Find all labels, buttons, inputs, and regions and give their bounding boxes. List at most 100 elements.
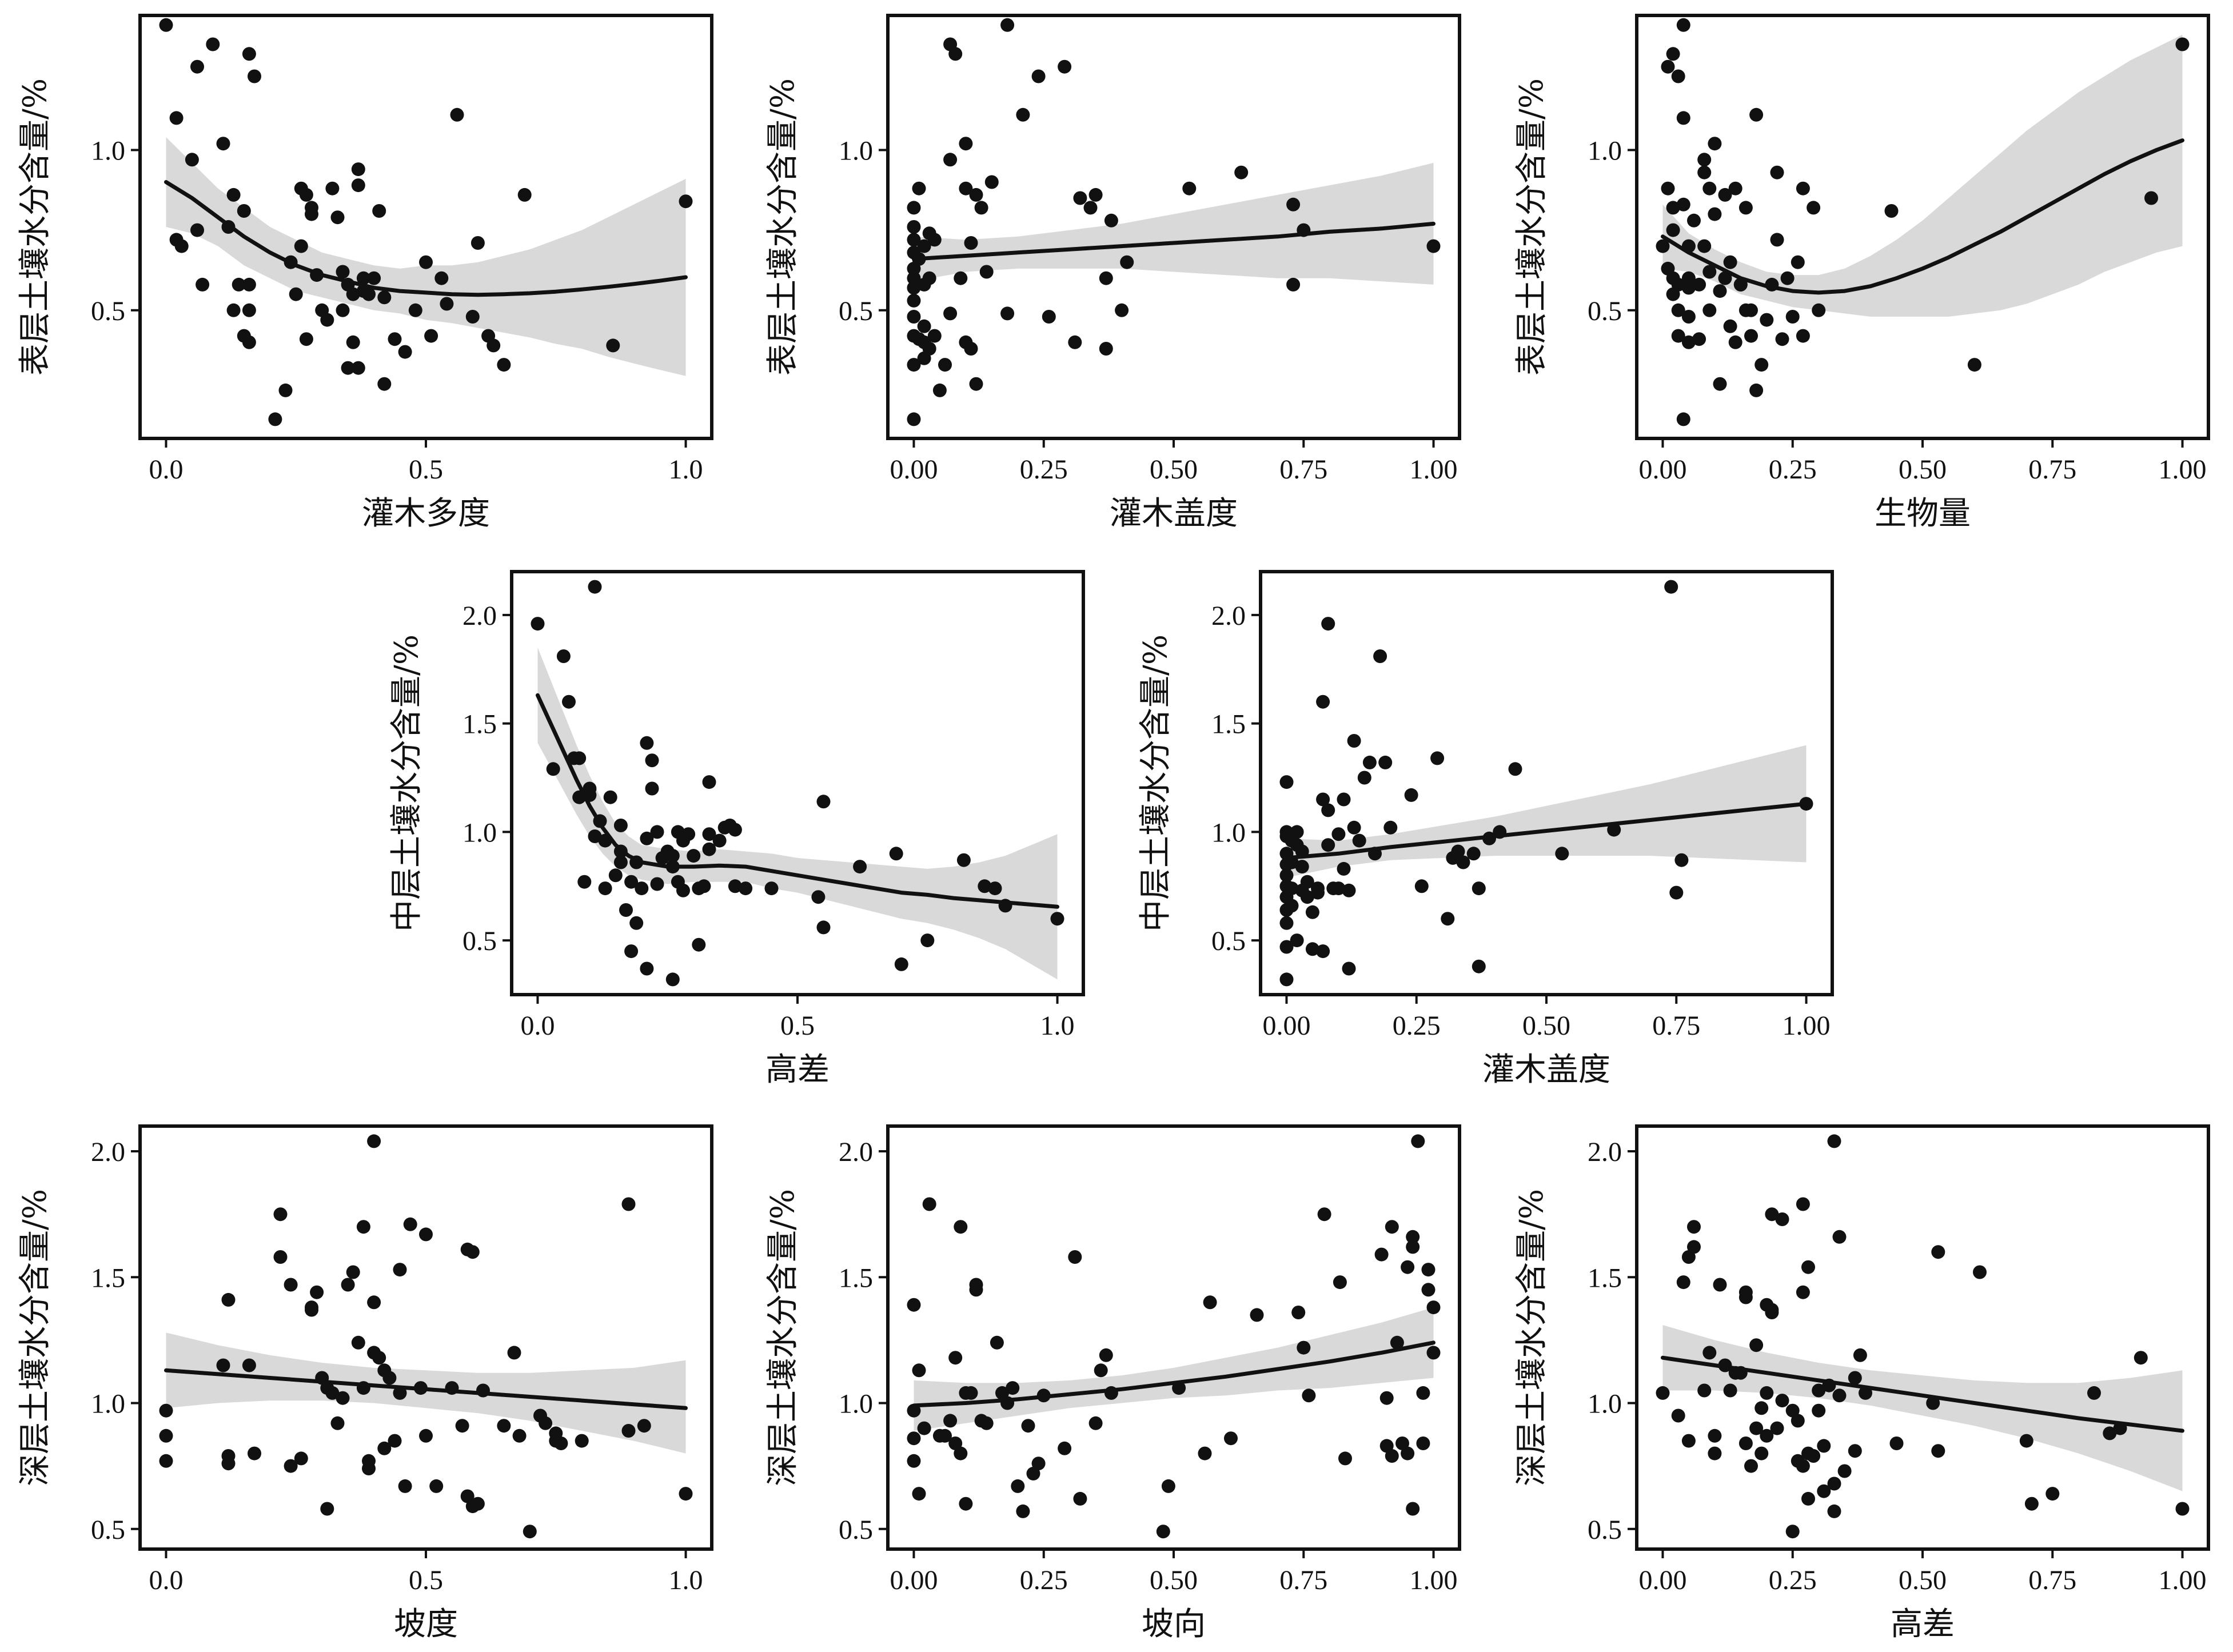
data-point [1661,59,1675,74]
y-tick-label: 0.5 [1588,1515,1622,1545]
x-tick-label: 0.25 [1020,1565,1068,1595]
data-point [1796,329,1810,343]
data-point [1785,1525,1800,1539]
data-point [372,1351,386,1365]
data-point [728,823,742,837]
data-point [1058,1441,1072,1455]
data-point [1342,883,1356,897]
data-point [922,342,936,356]
x-tick-label: 0.00 [890,1565,938,1595]
y-tick-label: 1.0 [91,1389,125,1419]
data-point [1676,18,1690,32]
data-point [1760,1386,1774,1400]
data-point [310,1285,324,1299]
data-point [1708,1428,1722,1443]
data-point [221,1457,236,1471]
data-point [676,883,690,897]
data-point [1687,1220,1701,1234]
data-point [434,271,449,285]
data-point [1385,1449,1399,1463]
x-tick-label: 0.50 [1150,454,1198,485]
fit-line [1285,801,1808,860]
data-point [1827,1134,1841,1148]
data-point [588,829,602,843]
data-point [1754,1446,1769,1461]
data-point [621,1424,636,1438]
data-point [739,881,753,896]
data-point [1416,1436,1430,1450]
x-axis-title: 灌木盖度 [1482,1051,1610,1088]
data-point [377,377,392,391]
y-tick-label: 1.5 [91,1263,125,1293]
data-point [1508,762,1522,776]
data-point [1234,165,1249,179]
data-point [356,271,370,285]
data-point [665,849,680,863]
data-point [305,207,318,221]
data-point [1362,755,1377,769]
data-point [1681,1434,1696,1448]
data-point [1827,1477,1841,1491]
data-point [956,853,971,867]
data-point [1801,1260,1815,1274]
data-point [372,204,386,218]
y-axis-title: 中层土壤水分含量/% [1137,635,1174,932]
data-point [1414,879,1429,893]
data-point [954,1220,968,1234]
data-point [1666,47,1680,61]
x-axis-title: 高差 [765,1051,830,1088]
data-point [1401,1446,1415,1461]
data-point [1295,860,1309,874]
data-point [1973,1265,1987,1279]
y-tick-label: 0.5 [91,296,125,326]
data-point [1099,1348,1113,1362]
data-point [697,879,711,893]
data-point [1279,916,1294,930]
data-point [995,1386,1009,1400]
data-point [640,961,654,976]
data-point [1279,868,1294,883]
data-point [1250,1308,1264,1322]
x-axis-title: 灌木盖度 [1110,495,1238,532]
data-point [1441,912,1455,926]
data-point [470,236,485,250]
data-point [185,153,199,167]
data-point [2144,191,2158,205]
data-point [1801,1491,1815,1506]
data-point [216,137,230,151]
data-point [273,1207,288,1222]
data-point [470,1497,485,1511]
confidence-band [1662,34,2183,317]
fit-line [164,180,688,297]
data-point [1671,69,1685,83]
data-point [1555,847,1569,861]
data-point [811,890,826,904]
data-point [362,1454,376,1468]
data-point [2019,1434,2033,1448]
data-point [1697,1383,1712,1398]
data-point [336,1391,350,1405]
data-point [1333,1275,1347,1290]
data-point [398,345,412,359]
data-point [907,310,921,324]
data-point [1681,271,1696,285]
data-point [816,795,831,809]
data-point [1472,881,1486,896]
data-point [1300,890,1314,904]
data-point [320,313,334,327]
fit-line [164,1368,688,1410]
y-tick-label: 1.0 [462,817,497,848]
data-point [294,239,308,253]
y-tick-label: 0.5 [91,1515,125,1545]
data-point [1347,820,1361,835]
y-axis-title: 深层土壤水分含量/% [17,1189,54,1486]
data-point [948,1351,963,1365]
data-point [2134,1351,2148,1365]
confidence-band [166,1332,686,1454]
fit-line [912,221,1436,261]
data-point [1754,1401,1769,1415]
data-point [1401,1260,1415,1274]
data-point [1796,1459,1810,1473]
data-point [351,178,365,193]
data-point [1099,342,1113,356]
